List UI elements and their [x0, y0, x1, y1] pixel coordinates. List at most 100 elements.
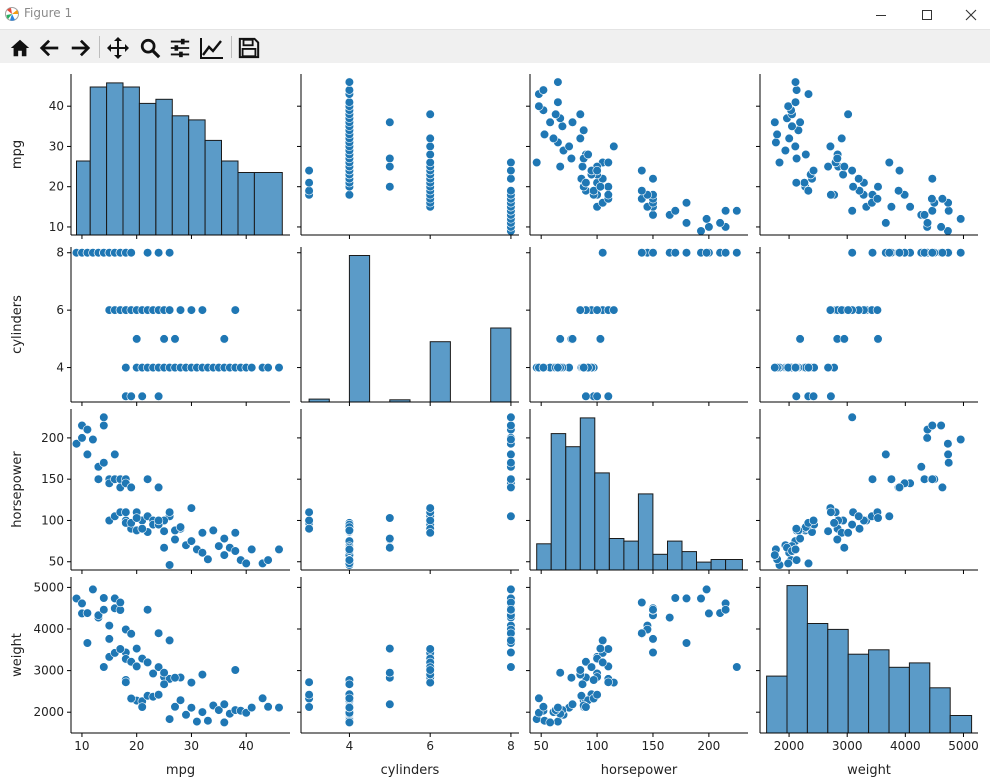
save-button[interactable] — [236, 35, 262, 61]
scatter-point — [148, 668, 158, 679]
scatter-point — [843, 528, 853, 538]
scatter-point — [681, 638, 692, 648]
scatter-point — [258, 693, 268, 703]
scatter-point — [137, 391, 147, 401]
x-tick-label: 150 — [642, 739, 665, 753]
scatter-point — [170, 534, 180, 545]
scatter-point — [93, 474, 103, 484]
scatter-point — [159, 334, 169, 344]
scatter-point — [791, 178, 801, 188]
scatter-point — [927, 174, 937, 184]
scatter-point — [956, 214, 966, 224]
histogram-bar — [766, 675, 788, 734]
close-button[interactable] — [948, 0, 990, 29]
scatter-point — [154, 690, 164, 700]
scatter-point — [170, 673, 180, 683]
histogram-bar — [929, 687, 951, 734]
scatter-point — [603, 644, 613, 654]
scatter-point — [648, 248, 658, 258]
scatter-point — [603, 182, 613, 192]
scatter-point — [425, 157, 435, 168]
scatter-point — [854, 524, 865, 534]
scatter-point — [385, 699, 395, 709]
scatter-point — [538, 85, 549, 95]
zoom-button[interactable] — [137, 35, 163, 61]
scatter-point — [126, 482, 136, 493]
scatter-point — [425, 515, 435, 526]
scatter-point — [567, 334, 578, 344]
histogram-bar — [608, 538, 625, 571]
scatter-point — [506, 174, 516, 184]
scatter-point — [648, 605, 658, 615]
scatter-point — [581, 391, 591, 401]
scatter-point — [77, 433, 87, 443]
scatter-point — [344, 544, 355, 555]
pan-button[interactable] — [105, 35, 131, 61]
scatter-point — [274, 544, 284, 555]
scatter-point — [720, 605, 731, 615]
scatter-point — [553, 77, 563, 87]
scatter-point — [555, 668, 565, 678]
forward-button[interactable] — [67, 35, 93, 61]
minimize-icon — [876, 14, 886, 16]
histogram-bar — [429, 341, 451, 403]
scatter-point — [385, 668, 395, 678]
scatter-point — [956, 434, 966, 445]
scatter-point — [534, 101, 544, 111]
scatter-point — [506, 647, 516, 658]
histogram-bar — [122, 86, 140, 236]
histogram-bar — [106, 82, 124, 236]
scatter-point — [110, 449, 120, 460]
subplots-button[interactable] — [167, 35, 193, 61]
x-axis-label: horsepower — [601, 763, 678, 778]
maximize-button[interactable] — [904, 0, 950, 29]
scatter-point — [595, 334, 606, 344]
scatter-point — [99, 605, 109, 615]
scatter-point — [843, 109, 853, 119]
scatter-point — [791, 85, 802, 95]
scatter-point — [192, 716, 202, 727]
scatter-point — [790, 363, 801, 373]
scatter-point — [681, 248, 692, 258]
histogram-bar — [827, 628, 849, 734]
scatter-point — [425, 665, 435, 675]
histogram-bar — [908, 662, 931, 734]
scatter-point — [637, 597, 647, 608]
scatter-point — [922, 433, 932, 443]
scatter-point — [553, 702, 563, 713]
scatter-point — [847, 412, 857, 422]
scatter-point — [186, 305, 196, 315]
scatter-point — [159, 543, 169, 553]
scatter-point — [936, 222, 946, 232]
scatter-point — [832, 534, 842, 545]
scatter-point — [304, 178, 314, 188]
scatter-point — [598, 635, 608, 646]
scatter-point — [894, 248, 905, 258]
scatter-point — [575, 109, 585, 119]
scatter-point — [214, 541, 224, 551]
back-button[interactable] — [37, 35, 63, 61]
scatter-point — [780, 145, 791, 156]
scatter-point — [838, 169, 848, 180]
scatter-point — [670, 248, 680, 258]
y-axis-label: weight — [10, 633, 25, 677]
scatter-point — [506, 412, 516, 422]
scatter-point — [790, 77, 801, 87]
minimize-button[interactable] — [858, 0, 904, 29]
scatter-point — [937, 194, 948, 204]
x-tick-label: 5000 — [948, 739, 979, 753]
histogram-bar — [188, 119, 206, 236]
scatter-point — [126, 629, 136, 639]
scatter-point — [922, 218, 933, 228]
customize-button[interactable] — [199, 35, 225, 61]
scatter-point — [787, 121, 797, 131]
home-icon — [10, 39, 30, 57]
histogram-bar — [171, 115, 190, 236]
scatter-point — [143, 474, 153, 484]
x-tick-label: 8 — [507, 739, 515, 753]
scatter-point — [872, 194, 883, 204]
scatter-point — [197, 669, 207, 680]
scatter-point — [839, 161, 849, 172]
scatter-point — [304, 690, 314, 700]
home-button[interactable] — [7, 35, 33, 61]
